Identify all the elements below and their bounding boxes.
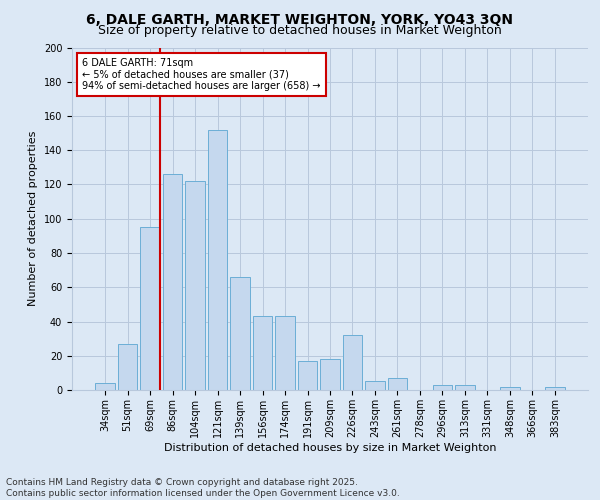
Bar [275,316,295,390]
Text: Contains HM Land Registry data © Crown copyright and database right 2025.
Contai: Contains HM Land Registry data © Crown c… [6,478,400,498]
Bar [118,344,137,390]
Bar [433,385,452,390]
Bar [163,174,182,390]
X-axis label: Distribution of detached houses by size in Market Weighton: Distribution of detached houses by size … [164,442,496,452]
Bar [320,359,340,390]
Bar [545,386,565,390]
Bar [253,316,272,390]
Bar [365,382,385,390]
Bar [230,277,250,390]
Bar [343,335,362,390]
Text: 6 DALE GARTH: 71sqm
← 5% of detached houses are smaller (37)
94% of semi-detache: 6 DALE GARTH: 71sqm ← 5% of detached hou… [82,58,321,91]
Y-axis label: Number of detached properties: Number of detached properties [28,131,38,306]
Bar [185,181,205,390]
Bar [140,228,160,390]
Text: 6, DALE GARTH, MARKET WEIGHTON, YORK, YO43 3QN: 6, DALE GARTH, MARKET WEIGHTON, YORK, YO… [86,12,514,26]
Bar [388,378,407,390]
Bar [298,361,317,390]
Bar [500,386,520,390]
Bar [455,385,475,390]
Text: Size of property relative to detached houses in Market Weighton: Size of property relative to detached ho… [98,24,502,37]
Bar [208,130,227,390]
Bar [95,383,115,390]
